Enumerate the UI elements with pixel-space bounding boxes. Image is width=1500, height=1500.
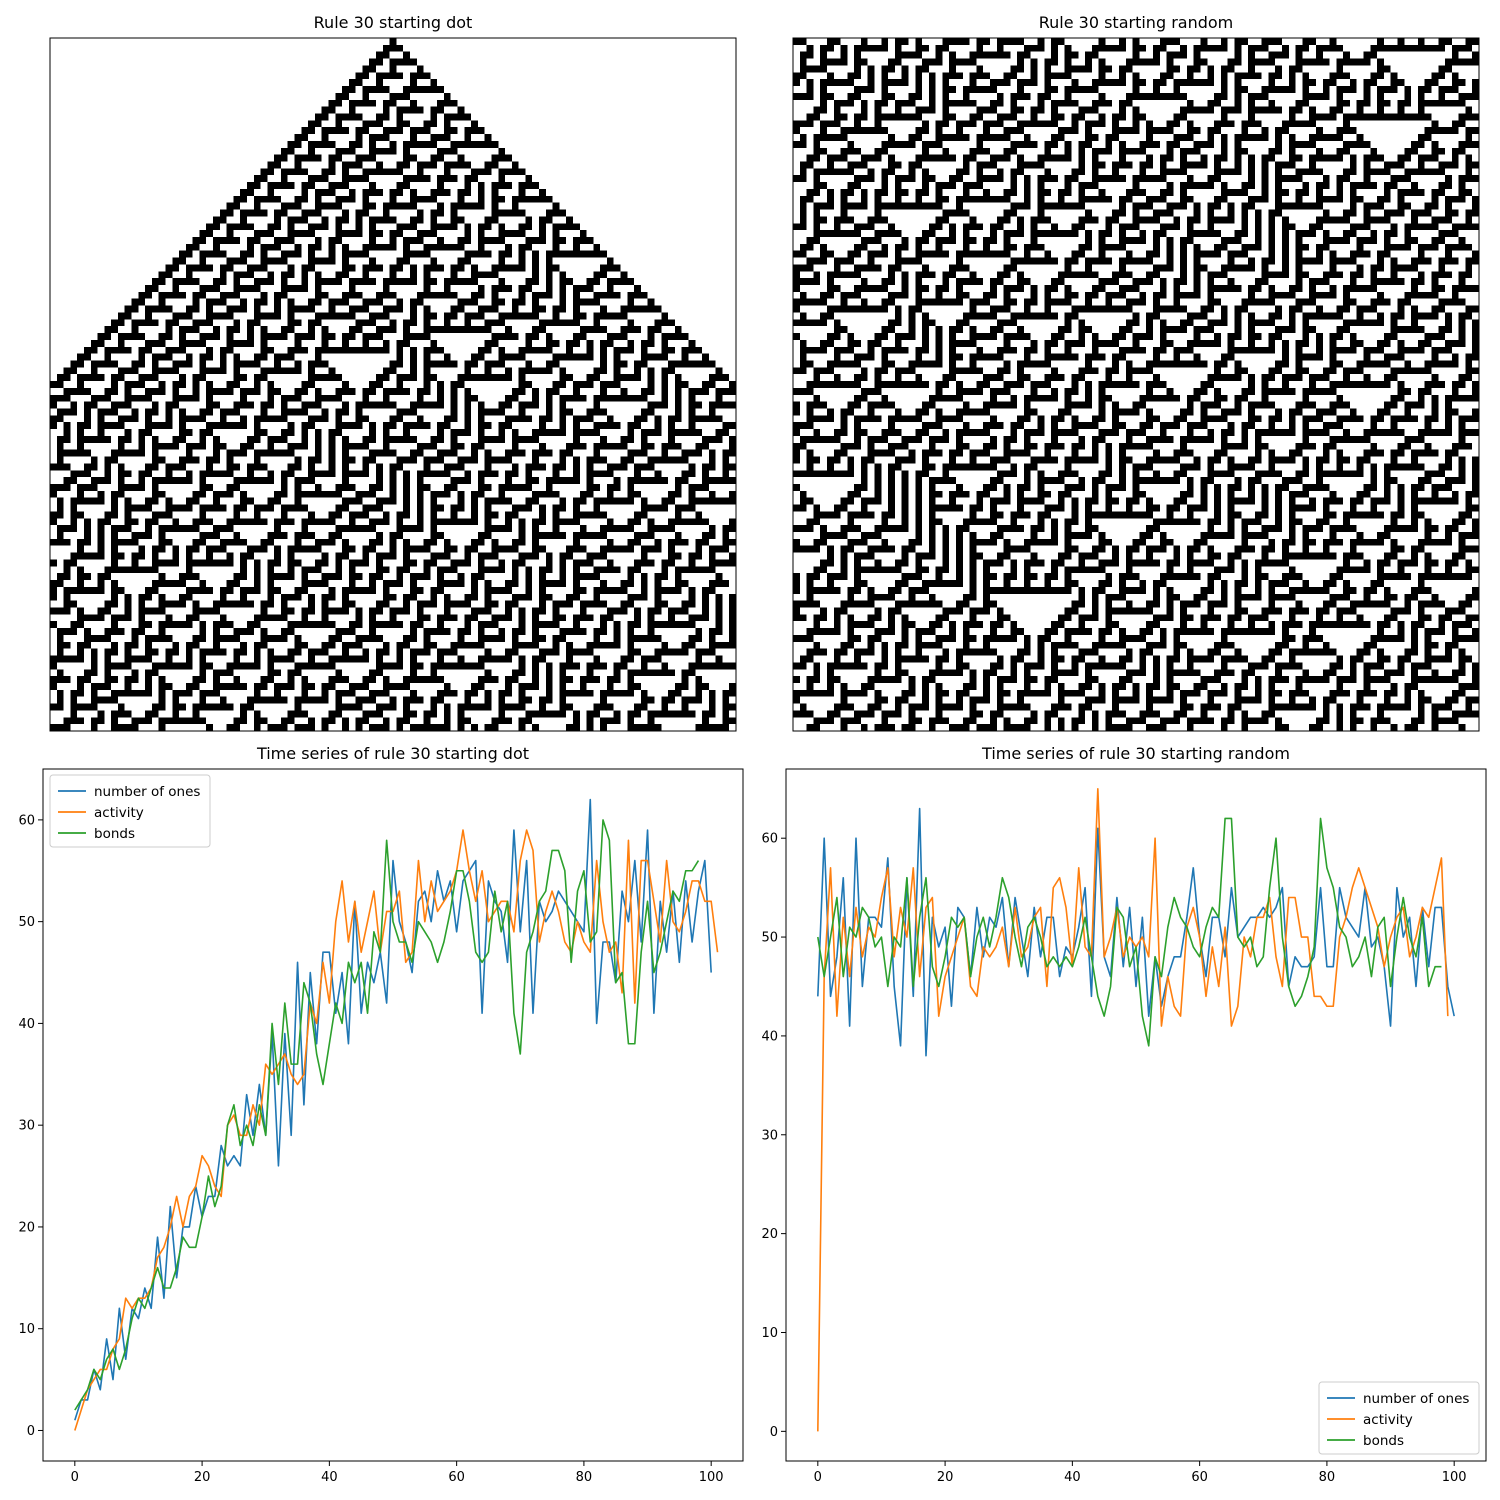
legend-label: activity (1363, 1412, 1413, 1428)
y-tick-label: 30 (761, 1128, 778, 1143)
ca-heatmap-dot: Rule 30 starting dot (49, 13, 737, 732)
chart-title: Time series of rule 30 starting dot (256, 744, 529, 763)
series-line-bonds (74, 819, 700, 1411)
legend-label: bonds (1363, 1433, 1404, 1449)
legend-label: number of ones (1363, 1391, 1469, 1407)
x-tick-label: 100 (699, 1470, 724, 1485)
y-tick-label: 0 (770, 1425, 778, 1440)
heatmap-cells (50, 38, 737, 732)
y-tick-label: 60 (761, 832, 778, 847)
x-tick-label: 0 (71, 1470, 79, 1485)
x-tick-label: 0 (814, 1470, 822, 1485)
y-tick-label: 60 (18, 813, 35, 828)
heatmap-frame (49, 37, 737, 732)
y-tick-label: 10 (761, 1326, 778, 1341)
y-tick-label: 30 (18, 1119, 35, 1134)
heatmap-frame (792, 37, 1480, 732)
y-tick-label: 40 (18, 1017, 35, 1032)
y-tick-label: 50 (761, 931, 778, 946)
legend-label: number of ones (94, 784, 200, 800)
x-tick-label: 40 (321, 1470, 338, 1485)
x-tick-label: 20 (937, 1470, 954, 1485)
legend: number of ones activity bonds (1318, 1381, 1480, 1455)
series-line-number-of-ones (74, 798, 712, 1421)
series-line-bonds (817, 817, 1442, 1047)
series-line-activity (817, 787, 1449, 1432)
chart-title: Rule 30 starting random (1039, 13, 1234, 32)
x-tick-label: 80 (1319, 1470, 1336, 1485)
y-tick-label: 10 (18, 1322, 35, 1337)
chart-title: Rule 30 starting dot (314, 13, 473, 32)
legend-label: activity (94, 805, 144, 821)
plot-frame (42, 768, 744, 1462)
heatmap-cells (793, 38, 1480, 732)
series-line-activity (74, 829, 719, 1431)
time-series-chart-dot: Time series of rule 30 starting dot 0 20 40… (18, 744, 744, 1485)
x-tick-label: 100 (1442, 1470, 1467, 1485)
y-tick-label: 0 (27, 1424, 35, 1439)
y-tick-label: 20 (761, 1227, 778, 1242)
series-line-number-of-ones (817, 807, 1455, 1057)
y-tick-label: 50 (18, 915, 35, 930)
legend-box (49, 774, 211, 848)
x-tick-label: 60 (1191, 1470, 1208, 1485)
x-tick-label: 40 (1064, 1470, 1081, 1485)
legend: number of ones activity bonds (49, 774, 211, 848)
y-tick-label: 20 (18, 1220, 35, 1235)
x-tick-label: 20 (194, 1470, 211, 1485)
x-tick-label: 80 (576, 1470, 593, 1485)
legend-label: bonds (94, 826, 135, 842)
x-tick-label: 60 (448, 1470, 465, 1485)
chart-title: Time series of rule 30 starting random (981, 744, 1290, 763)
time-series-chart-random: Time series of rule 30 starting random 0 2… (761, 744, 1487, 1485)
y-tick-label: 40 (761, 1029, 778, 1044)
legend-box (1318, 1381, 1480, 1455)
plot-frame (785, 768, 1487, 1462)
ca-heatmap-random: Rule 30 starting random (792, 13, 1480, 732)
